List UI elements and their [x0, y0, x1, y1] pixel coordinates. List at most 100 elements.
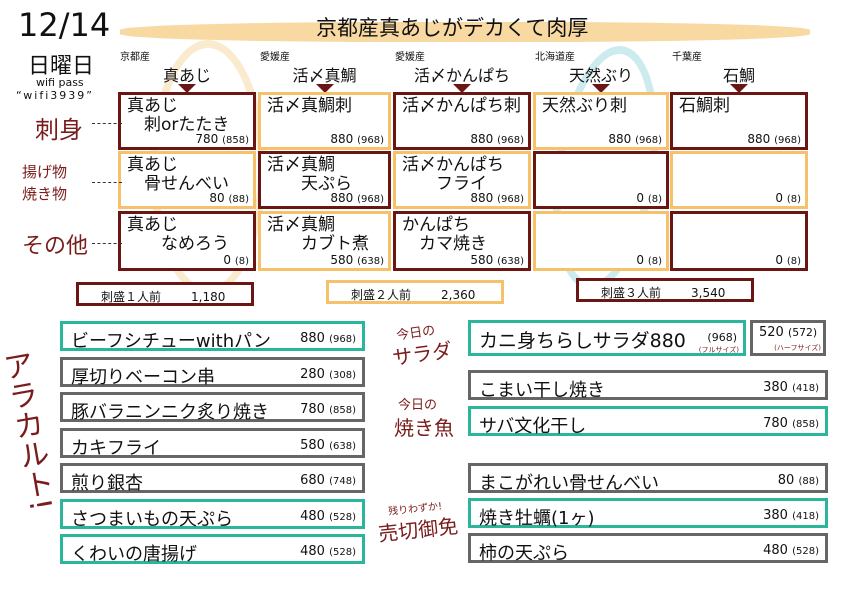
item-name: 活〆かんぱち フライ [402, 155, 504, 194]
item-tax: (418) [792, 511, 819, 522]
set-label: 刺盛３人前 [601, 286, 662, 300]
item-price: 880 [330, 191, 354, 205]
item-price: 680 [300, 473, 325, 488]
row-label-sashimi: 刺身 [35, 116, 83, 144]
item-name: こまい干し焼き [479, 380, 605, 401]
menu-row: サバ文化干し 780 (858) [468, 406, 828, 437]
set-label: 刺盛１人前 [101, 290, 162, 304]
menu-cell: 真あじ なめろう 0 (8) [118, 211, 256, 271]
menu-cell: 0 (8) [533, 211, 669, 271]
item-tax: (968) [357, 194, 384, 205]
set-price: 2,360 [441, 288, 476, 302]
item-name: 石鯛刺 [679, 96, 730, 116]
item-tax: (968) [707, 331, 737, 344]
item-price: 0 [223, 253, 231, 267]
wifi-code: “wifi3939” [16, 89, 94, 102]
item-price: 480 [300, 508, 325, 524]
item-price: 880 [470, 191, 494, 205]
item-tax: (8) [786, 194, 801, 205]
weekday: 日曜日 [28, 54, 95, 79]
item-name: 真あじ 骨せんべい [127, 155, 229, 194]
item-price: 780 [300, 402, 325, 417]
item-price: 380 [763, 380, 788, 395]
headline: 京都産真あじがデカくて肉厚 [316, 16, 589, 40]
item-name: サバ文化干し [479, 416, 587, 437]
item-tax: (968) [497, 135, 524, 146]
item-tax: (528) [329, 547, 356, 558]
item-price: 780 [195, 132, 219, 146]
item-tax: (968) [357, 135, 384, 146]
menu-cell: 0 (8) [670, 211, 808, 271]
half-tax: (572) [787, 326, 818, 339]
item-tax: (528) [329, 511, 356, 523]
item-price: 280 [300, 366, 325, 382]
menu-cell: 天然ぶり刺 880 (968) [533, 92, 669, 150]
menu-cell: 真あじ 刺orたたき 780 (858) [118, 92, 256, 150]
sashimi-set-2: 刺盛２人前 2,360 [326, 280, 504, 304]
arrow-down-icon [315, 84, 334, 93]
fish-origin: 千葉産 [672, 52, 702, 63]
menu-row: カキフライ 580 (638) [60, 427, 365, 459]
item-tax: (858) [792, 419, 819, 430]
item-tax: (968) [329, 334, 356, 345]
item-name: さつまいもの天ぷら [71, 508, 233, 530]
menu-row: 煎り銀杏 680 (748) [60, 463, 365, 494]
arrow-down-icon [453, 84, 471, 93]
menu-row: こまい干し焼き 380 (418) [468, 370, 828, 401]
fish-name: 活〆真鯛 [292, 66, 357, 85]
item-price: 580 [470, 253, 494, 267]
item-tax: (88) [228, 194, 249, 205]
item-price: 480 [300, 544, 325, 559]
item-price: 0 [775, 253, 783, 267]
arrow-down-icon [730, 84, 748, 93]
menu-row: くわいの唐揚げ 480 (528) [60, 534, 365, 565]
item-tax: (638) [497, 256, 524, 267]
menu-row: 柿の天ぷら 480 (528) [468, 533, 828, 564]
item-tax: (418) [792, 383, 819, 394]
fish-name: 真あじ [162, 66, 211, 85]
item-tax: (638) [357, 256, 384, 267]
brush-stroke [120, 22, 810, 42]
dashed-arrow [92, 243, 122, 244]
item-price: 580 [300, 437, 325, 453]
half-size-note: (ハーフサイズ) [774, 344, 821, 352]
fish-name: 石鯛 [722, 66, 755, 85]
item-name: 真あじ 刺orたたき [127, 96, 230, 135]
item-price: 0 [636, 191, 644, 205]
item-price: 0 [775, 191, 783, 205]
item-name: 天然ぶり刺 [542, 96, 627, 116]
item-name: 厚切りベーコン串 [71, 366, 215, 388]
item-price: 880 [747, 132, 771, 146]
item-tax: (8) [647, 256, 662, 267]
item-name: 活〆真鯛 天ぷら [267, 155, 352, 194]
item-price: 880 [330, 132, 354, 146]
grilled-label-top: 今日の [398, 398, 438, 413]
fish-origin: 愛媛産 [260, 52, 290, 63]
menu-row: 厚切りベーコン串 280 (308) [60, 356, 365, 388]
item-name: 活〆かんぱち刺 [402, 96, 521, 116]
full-size-note: (フルサイズ) [698, 346, 739, 354]
wifi-label: wifi pass [36, 76, 84, 89]
item-tax: (528) [792, 546, 819, 557]
menu-cell: 真あじ 骨せんべい 80 (88) [118, 151, 256, 209]
item-name: 煎り銀杏 [71, 473, 143, 494]
menu-cell: 0 (8) [670, 151, 808, 209]
item-name: かんぱち カマ焼き [402, 215, 487, 254]
item-name: 豚バラニンニク炙り焼き [71, 402, 269, 423]
menu-cell: 石鯛刺 880 (968) [670, 92, 808, 150]
menu-cell: 活〆真鯛 カブト煮 580 (638) [258, 211, 391, 271]
grilled-label: 焼き魚 [394, 416, 454, 440]
item-name: ビーフシチューwithパン [71, 331, 272, 352]
sashimi-set-3: 刺盛３人前 3,540 [576, 278, 754, 302]
item-price: 580 [330, 253, 354, 267]
menu-cell: 0 (8) [533, 151, 669, 209]
row-label-fried: 揚げ物 焼き物 [22, 163, 68, 203]
menu-cell: 活〆真鯛刺 880 (968) [258, 92, 391, 150]
item-price: 880 [608, 132, 632, 146]
sashimi-set-1: 刺盛１人前 1,180 [76, 282, 254, 306]
menu-row: ビーフシチューwithパン 880 (968) [60, 321, 365, 352]
item-price: 780 [763, 416, 788, 431]
item-tax: (858) [329, 405, 356, 416]
dashed-arrow [92, 182, 122, 183]
item-tax: (968) [635, 135, 662, 146]
